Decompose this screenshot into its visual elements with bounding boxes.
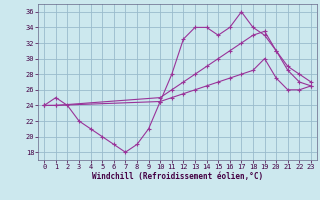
X-axis label: Windchill (Refroidissement éolien,°C): Windchill (Refroidissement éolien,°C) [92,172,263,181]
